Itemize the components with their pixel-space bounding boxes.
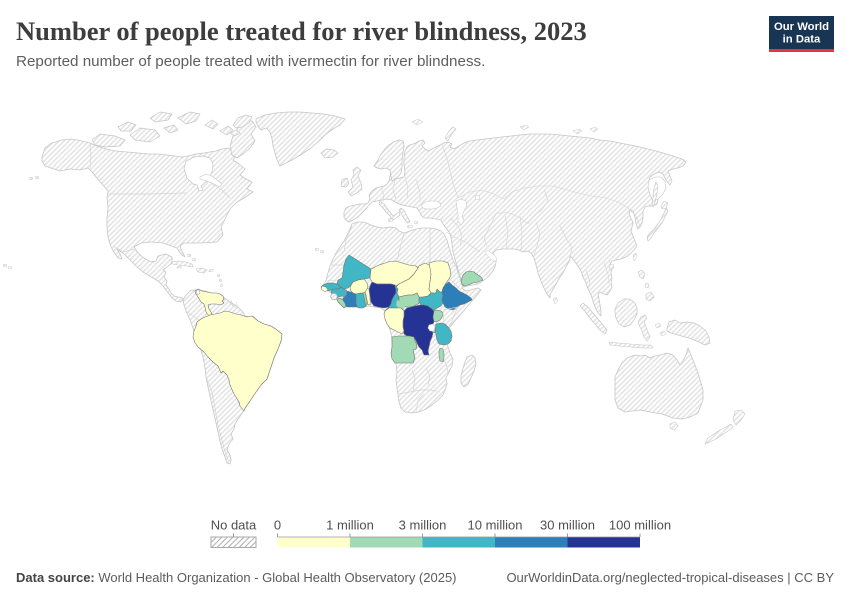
- svg-text:0: 0: [274, 518, 281, 533]
- svg-text:3 million: 3 million: [399, 518, 447, 533]
- svg-text:Our World: Our World: [774, 21, 829, 33]
- svg-text:Number of people treated for r: Number of people treated for river blind…: [16, 16, 587, 46]
- svg-text:Data source: World Health Orga: Data source: World Health Organization -…: [16, 570, 457, 585]
- svg-text:30 million: 30 million: [540, 518, 595, 533]
- svg-text:No data: No data: [211, 518, 257, 533]
- svg-text:in Data: in Data: [783, 34, 821, 46]
- svg-text:OurWorldinData.org/neglected-t: OurWorldinData.org/neglected-tropical-di…: [506, 570, 834, 585]
- svg-text:100 million: 100 million: [609, 518, 671, 533]
- svg-text:10 million: 10 million: [468, 518, 523, 533]
- svg-text:1 million: 1 million: [326, 518, 374, 533]
- svg-text:Reported number of people trea: Reported number of people treated with i…: [16, 53, 485, 70]
